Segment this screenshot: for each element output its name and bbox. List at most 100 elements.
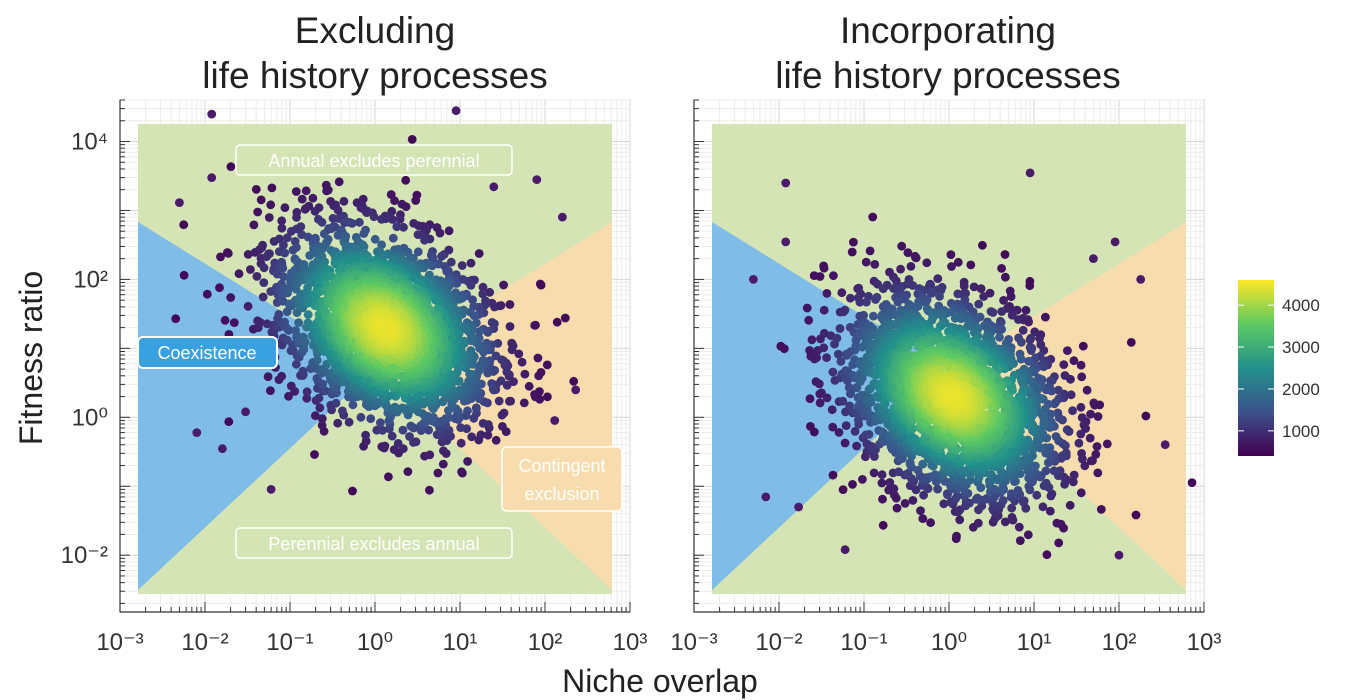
scatter-point bbox=[463, 457, 472, 466]
scatter-point bbox=[1018, 325, 1028, 335]
scatter-point bbox=[303, 232, 313, 242]
scatter-point bbox=[933, 274, 943, 283]
scatter-point bbox=[1141, 411, 1151, 421]
scatter-point bbox=[317, 414, 327, 423]
y-axis-label: Fitness ratio bbox=[13, 271, 49, 445]
scatter-point bbox=[952, 491, 962, 501]
scatter-point bbox=[1096, 505, 1106, 514]
scatter-point bbox=[497, 410, 507, 420]
scatter-point bbox=[1034, 373, 1044, 383]
scatter-point bbox=[348, 486, 357, 496]
region-label-perennial-text: Perennial excludes annual bbox=[268, 534, 479, 554]
scatter-point bbox=[317, 217, 327, 227]
x-tick-label: 10⁻³ bbox=[96, 629, 143, 656]
scatter-point bbox=[478, 419, 488, 428]
scatter-point bbox=[291, 359, 301, 369]
scatter-point bbox=[303, 318, 313, 328]
region-label-coexistence-text: Coexistence bbox=[157, 343, 256, 363]
scatter-point bbox=[878, 520, 888, 530]
scatter-point bbox=[491, 351, 501, 361]
scatter-point bbox=[922, 483, 932, 492]
scatter-point bbox=[315, 403, 325, 413]
scatter-point-outlier bbox=[840, 545, 850, 555]
scatter-point bbox=[466, 258, 476, 268]
scatter-point-outlier bbox=[550, 416, 560, 425]
scatter-point bbox=[291, 326, 300, 335]
scatter-point bbox=[534, 371, 544, 381]
scatter-point bbox=[331, 398, 341, 408]
scatter-point bbox=[1054, 538, 1064, 548]
scatter-point bbox=[1025, 281, 1035, 291]
scatter-point bbox=[401, 202, 411, 212]
x-tick-label: 10⁻³ bbox=[670, 629, 717, 656]
scatter-point bbox=[840, 438, 850, 448]
scatter-point bbox=[1024, 356, 1034, 366]
scatter-point bbox=[246, 265, 255, 274]
scatter-point-outlier bbox=[175, 198, 184, 208]
scatter-point bbox=[552, 317, 562, 327]
scatter-point bbox=[442, 267, 452, 276]
scatter-point bbox=[302, 393, 312, 403]
scatter-point bbox=[838, 396, 848, 406]
x-tick-label: 10³ bbox=[1187, 629, 1222, 656]
scatter-point bbox=[403, 467, 413, 476]
scatter-point bbox=[947, 262, 956, 271]
y-tick-label: 10⁴ bbox=[71, 129, 108, 156]
scatter-point bbox=[505, 396, 514, 406]
scatter-point-outlier bbox=[794, 502, 803, 512]
scatter-point bbox=[435, 228, 445, 238]
y-tick-label: 10⁻² bbox=[61, 542, 108, 569]
scatter-point bbox=[906, 262, 916, 271]
scatter-point bbox=[344, 417, 354, 427]
colorbar-gradient bbox=[1238, 280, 1274, 456]
scatter-point bbox=[1054, 385, 1063, 395]
scatter-point bbox=[878, 494, 887, 504]
scatter-point bbox=[409, 219, 419, 228]
scatter-point bbox=[280, 203, 290, 213]
x-axis-label: Niche overlap bbox=[562, 663, 758, 699]
scatter-point bbox=[974, 299, 984, 309]
scatter-point bbox=[457, 467, 466, 477]
scatter-point bbox=[202, 289, 212, 299]
scatter-point bbox=[892, 503, 902, 513]
region-label-perennial: Perennial excludes annual bbox=[235, 527, 513, 559]
scatter-point bbox=[908, 496, 918, 505]
scatter-point bbox=[877, 478, 887, 488]
y-tick-label: 10⁰ bbox=[72, 404, 108, 431]
scatter-point bbox=[388, 233, 398, 243]
scatter-point bbox=[171, 314, 181, 324]
scatter-point bbox=[1023, 530, 1033, 540]
scatter-point bbox=[1079, 420, 1089, 430]
scatter-point bbox=[999, 296, 1008, 305]
scatter-point bbox=[1080, 461, 1090, 471]
scatter-point bbox=[441, 414, 451, 423]
scatter-point bbox=[280, 248, 290, 258]
scatter-point bbox=[834, 428, 844, 437]
scatter-point bbox=[950, 313, 960, 323]
scatter-point bbox=[1046, 376, 1055, 386]
scatter-point bbox=[1069, 356, 1079, 366]
scatter-point bbox=[463, 406, 472, 416]
scatter-point bbox=[366, 414, 376, 424]
scatter-point bbox=[356, 412, 366, 422]
scatter-point bbox=[1076, 488, 1086, 498]
scatter-point bbox=[973, 518, 983, 528]
scatter-point bbox=[296, 222, 306, 232]
scatter-point bbox=[819, 263, 829, 273]
scatter-point bbox=[297, 194, 307, 204]
scatter-point bbox=[279, 240, 288, 250]
scatter-point bbox=[279, 272, 289, 282]
scatter-point-outlier bbox=[266, 485, 276, 494]
panel-2-title-line-2: life history processes bbox=[775, 55, 1120, 96]
scatter-point bbox=[828, 470, 838, 480]
scatter-point bbox=[1077, 413, 1087, 422]
scatter-point bbox=[466, 307, 475, 317]
scatter-point bbox=[502, 380, 512, 390]
scatter-point bbox=[890, 490, 899, 500]
scatter-point bbox=[428, 253, 438, 263]
scatter-point bbox=[859, 310, 868, 320]
scatter-point bbox=[226, 293, 236, 302]
scatter-point bbox=[502, 367, 512, 377]
scatter-point bbox=[939, 499, 949, 509]
